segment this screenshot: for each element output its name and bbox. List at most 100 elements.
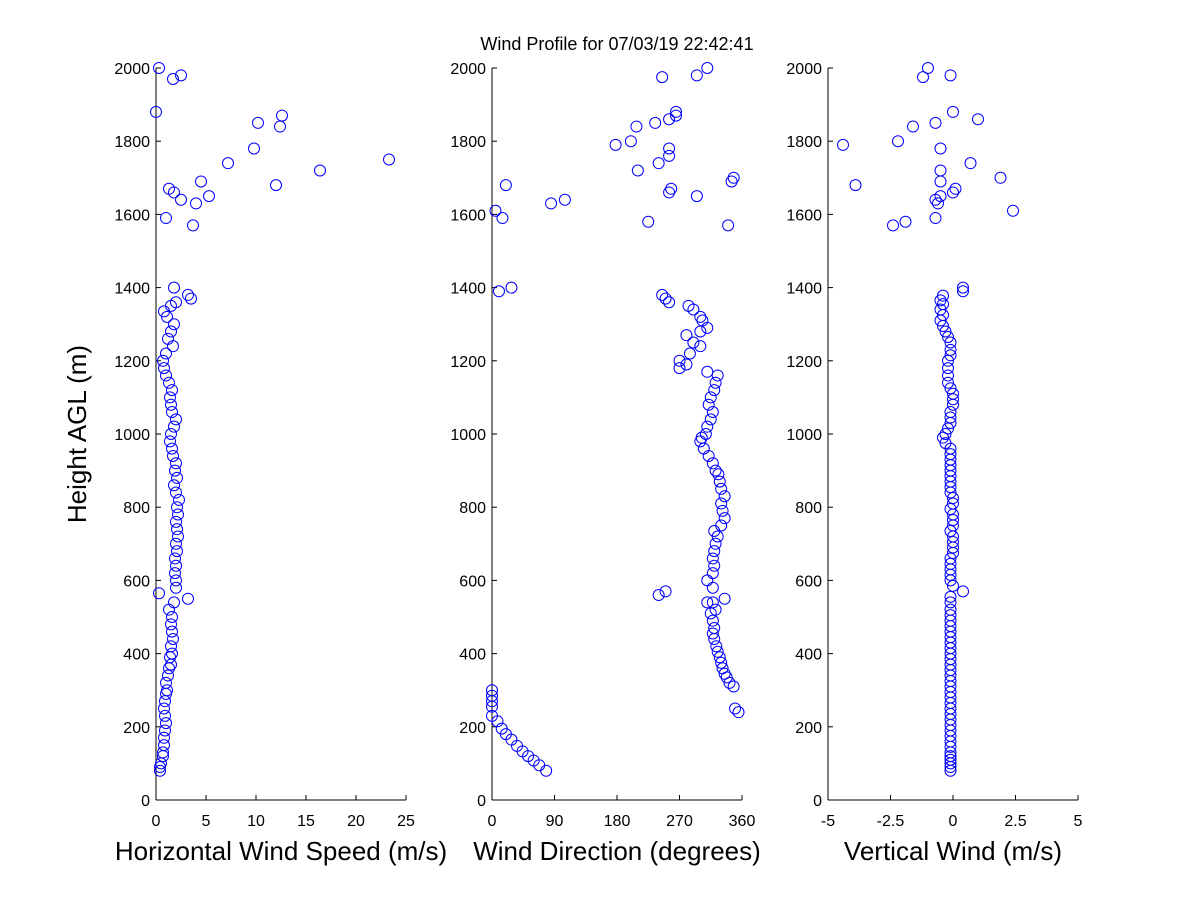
data-point	[944, 411, 957, 424]
data-point	[922, 62, 934, 74]
data-point	[709, 537, 722, 550]
data-point	[694, 310, 707, 323]
data-point	[694, 325, 707, 338]
data-point	[631, 164, 644, 177]
data-point	[670, 109, 683, 122]
data-point	[222, 157, 234, 170]
data-point	[939, 325, 952, 338]
y-tick-label: 1600	[114, 207, 150, 224]
data-point	[656, 288, 669, 301]
data-point	[712, 468, 725, 481]
data-point	[499, 179, 512, 192]
data-point	[701, 574, 714, 587]
figure-title: Wind Profile for 07/03/19 22:42:41	[480, 34, 753, 54]
data-point	[934, 175, 947, 188]
y-tick-label: 400	[459, 647, 486, 664]
x-tick-label: 5	[202, 813, 211, 830]
y-tick-label: 800	[795, 500, 822, 517]
y-tick-label: 1600	[450, 207, 486, 224]
data-point	[944, 603, 957, 616]
data-point	[172, 508, 184, 521]
data-point	[171, 523, 183, 536]
data-point	[171, 501, 183, 514]
data-point	[492, 285, 505, 298]
data-point	[934, 164, 947, 177]
data-point	[168, 281, 180, 294]
data-point	[642, 215, 655, 228]
data-point	[944, 552, 957, 565]
data-point	[944, 343, 957, 356]
data-point	[670, 105, 683, 118]
data-point	[687, 303, 700, 316]
data-point	[944, 596, 957, 609]
data-point	[170, 457, 182, 470]
data-point	[711, 645, 724, 658]
data-point	[160, 717, 172, 730]
data-point	[947, 186, 959, 199]
data-point	[929, 116, 942, 129]
data-point	[944, 590, 957, 603]
x-axis-label: Horizontal Wind Speed (m/s)	[115, 836, 447, 866]
data-point	[708, 621, 721, 634]
data-point	[545, 197, 558, 210]
data-point	[937, 289, 949, 302]
y-tick-label: 600	[123, 573, 150, 590]
data-point	[172, 530, 184, 543]
data-point	[167, 449, 179, 462]
data-point	[150, 105, 162, 118]
data-point	[947, 393, 959, 406]
data-point	[163, 182, 175, 195]
data-point	[704, 413, 717, 426]
data-point	[957, 281, 969, 294]
data-point	[899, 215, 912, 228]
data-point	[495, 722, 508, 735]
data-point	[656, 71, 669, 84]
data-point	[167, 72, 179, 85]
data-point	[706, 581, 719, 594]
y-tick-label: 1000	[450, 427, 486, 444]
data-point	[160, 347, 172, 360]
x-axis-label: Vertical Wind (m/s)	[844, 836, 1062, 866]
data-point	[166, 406, 178, 419]
data-point	[942, 369, 954, 382]
data-point	[713, 475, 726, 488]
x-tick-label: 20	[347, 813, 365, 830]
data-point	[947, 492, 959, 505]
data-point	[994, 171, 1007, 184]
data-point	[680, 358, 693, 371]
data-point	[718, 667, 731, 680]
data-point	[168, 420, 180, 433]
data-point	[663, 113, 676, 126]
data-point	[203, 190, 215, 203]
data-point	[942, 422, 954, 435]
data-point	[153, 587, 165, 600]
data-point	[252, 116, 264, 129]
data-point	[170, 537, 182, 550]
data-point	[947, 514, 959, 527]
data-point	[161, 310, 173, 323]
data-point	[944, 448, 957, 461]
data-point	[274, 120, 286, 133]
panel-1: 0 200 400 600 800 1000 1200 1400 1600 1800 2000 0 5 1…	[62, 61, 447, 866]
y-tick-label: 0	[477, 793, 486, 810]
data-point	[699, 428, 712, 440]
data-point	[659, 292, 672, 305]
data-point	[540, 764, 553, 777]
data-point	[727, 171, 740, 184]
data-point	[167, 340, 179, 353]
data-point	[887, 219, 899, 232]
data-point	[157, 354, 169, 367]
data-point	[649, 116, 662, 129]
x-tick-label: 90	[546, 813, 564, 830]
data-point	[680, 329, 693, 342]
data-point	[486, 684, 498, 697]
data-point	[486, 709, 498, 722]
y-tick-label: 200	[459, 720, 486, 737]
y-tick-label: 2000	[786, 61, 822, 78]
data-point	[160, 676, 172, 689]
data-point	[690, 190, 703, 203]
data-point	[907, 120, 919, 133]
data-point	[947, 387, 959, 400]
data-point	[944, 609, 957, 622]
data-point	[944, 349, 957, 362]
